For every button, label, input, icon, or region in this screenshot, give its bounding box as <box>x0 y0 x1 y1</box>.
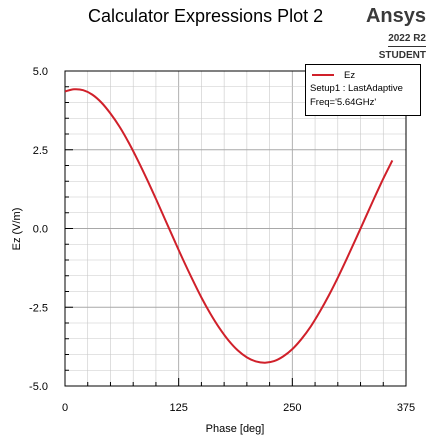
legend-swatch <box>312 74 334 76</box>
y-tick-label: 0.0 <box>33 224 48 236</box>
brand-edition: STUDENT <box>378 50 426 61</box>
y-tick-labels: 5.0 2.5 0.0 -2.5 -5.0 <box>29 66 48 393</box>
legend-frequency: Freq='5.64GHz' <box>310 97 377 108</box>
brand-version: 2022 R2 <box>388 33 426 47</box>
plot-title: Calculator Expressions Plot 2 <box>88 6 324 26</box>
brand-block: Ansys 2022 R2 STUDENT <box>366 4 426 63</box>
series-layer <box>65 88 394 364</box>
y-axis-label: Ez (V/m) <box>11 208 23 251</box>
plot-frame <box>64 70 407 387</box>
series-line-ez[interactable] <box>65 88 394 364</box>
x-tick-label: 0 <box>62 402 68 414</box>
x-tick-label: 375 <box>397 402 415 414</box>
legend-setup: Setup1 : LastAdaptive <box>310 83 403 94</box>
legend[interactable]: Ez Setup1 : LastAdaptive Freq='5.64GHz' <box>305 64 421 116</box>
x-tick-label: 250 <box>283 402 301 414</box>
y-tick-label: 2.5 <box>33 145 48 157</box>
brand-name: Ansys <box>365 5 426 27</box>
y-tick-label: 5.0 <box>33 66 48 78</box>
legend-series-name: Ez <box>344 69 356 81</box>
x-axis-label: Phase [deg] <box>206 423 265 435</box>
grid-layer <box>65 71 406 386</box>
x-tick-label: 125 <box>169 402 187 414</box>
y-tick-label: -2.5 <box>29 302 48 314</box>
x-tick-labels: 0 125 250 375 <box>62 402 415 414</box>
y-tick-label: -5.0 <box>29 381 48 393</box>
legend-entry-ez: Ez <box>310 68 416 82</box>
